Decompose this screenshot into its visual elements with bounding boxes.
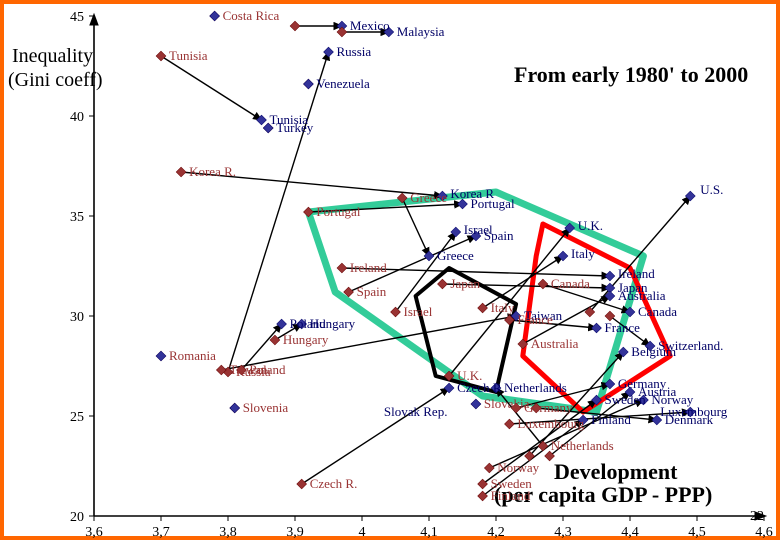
label-early: Netherlands — [551, 438, 614, 453]
label-early: Korea R. — [189, 164, 236, 179]
label-early: Tunisia — [169, 48, 208, 63]
page-number: 22 — [750, 509, 764, 524]
point-early — [337, 27, 347, 37]
label-late: U.K. — [578, 218, 603, 233]
label-late: Denmark — [665, 412, 714, 427]
label-late: Canada — [638, 304, 677, 319]
label-early: France — [517, 312, 553, 327]
label-late: Venezuela — [316, 76, 370, 91]
y-axis-title-2: (Gini coeff) — [8, 69, 103, 91]
period-title: From early 1980' to 2000 — [514, 62, 748, 87]
label-late: Portugal — [471, 196, 515, 211]
x-tick-label: 3,8 — [219, 525, 237, 540]
y-tick-label: 45 — [70, 10, 84, 25]
x-axis-title-1: Development — [554, 459, 678, 484]
point-early — [538, 279, 548, 289]
label-late: Slovak Rep. — [384, 404, 448, 419]
x-tick-label: 4 — [359, 525, 366, 540]
point-early — [478, 479, 488, 489]
label-early: Slovakia — [484, 396, 530, 411]
point-early — [156, 51, 166, 61]
point-early — [176, 167, 186, 177]
label-early: Czech R. — [310, 476, 358, 491]
label-early: Norway — [497, 460, 539, 475]
point-late — [156, 351, 166, 361]
point-early — [484, 463, 494, 473]
label-late: Netherlands — [504, 380, 567, 395]
point-early — [437, 279, 447, 289]
label-late: Czech R — [457, 380, 502, 395]
label-early: Poland — [249, 362, 286, 377]
y-axis-title-1: Inequality — [12, 45, 93, 67]
point-late — [558, 251, 568, 261]
point-late — [257, 115, 267, 125]
label-early: Greece — [410, 190, 447, 205]
x-tick-label: 4,4 — [621, 525, 639, 540]
y-tick-label: 20 — [70, 510, 84, 525]
x-tick-label: 3,6 — [85, 525, 103, 540]
trajectory-arrow — [161, 56, 262, 120]
point-late — [230, 403, 240, 413]
label-early: Hungary — [283, 332, 329, 347]
label-early: Slovenia — [243, 400, 289, 415]
label-late: Spain — [484, 228, 514, 243]
label-early: Romania — [169, 348, 216, 363]
label-late: Italy — [571, 246, 595, 261]
point-late — [324, 47, 334, 57]
point-early — [337, 263, 347, 273]
label-late: Belgium — [631, 344, 676, 359]
label-early: Germany — [524, 400, 573, 415]
label-early: Australia — [531, 336, 579, 351]
y-tick-label: 35 — [70, 210, 84, 225]
label-late: Turkey — [276, 120, 314, 135]
label-early: Ireland — [350, 260, 387, 275]
label-late: Mexico — [350, 18, 390, 33]
label-late: Russia — [337, 44, 372, 59]
label-late: Poland — [290, 316, 327, 331]
x-tick-label: 3,9 — [286, 525, 304, 540]
y-tick-label: 40 — [70, 110, 84, 125]
label-early: Italy — [491, 300, 515, 315]
point-early — [290, 21, 300, 31]
point-late — [210, 11, 220, 21]
x-tick-label: 4,1 — [420, 525, 438, 540]
label-late: Greece — [437, 248, 474, 263]
point-early — [504, 419, 514, 429]
x-tick-label: 4,3 — [554, 525, 572, 540]
label-early: Finland — [491, 488, 531, 503]
label-early: Canada — [551, 276, 590, 291]
label-early: Luxembourg — [517, 416, 584, 431]
label-early: Israel — [404, 304, 433, 319]
point-late — [592, 323, 602, 333]
y-tick-label: 30 — [70, 310, 84, 325]
label-early: Costa Rica — [223, 8, 280, 23]
x-tick-label: 4,6 — [755, 525, 773, 540]
label-late: Finland — [591, 412, 631, 427]
x-tick-label: 4,5 — [688, 525, 706, 540]
label-late: Sweden — [605, 392, 647, 407]
point-late — [444, 383, 454, 393]
point-late — [605, 271, 615, 281]
point-late — [471, 399, 481, 409]
y-tick-label: 25 — [70, 410, 84, 425]
point-late — [303, 79, 313, 89]
label-early: Japan — [450, 276, 480, 291]
label-late: Ireland — [618, 266, 655, 281]
label-early: Spain — [357, 284, 387, 299]
x-tick-label: 4,2 — [487, 525, 505, 540]
label-late: France — [605, 320, 641, 335]
point-late — [424, 251, 434, 261]
point-early — [478, 303, 488, 313]
label-late: Australia — [618, 288, 666, 303]
label-late: U.S. — [700, 182, 723, 197]
trajectory-arrow — [302, 388, 449, 484]
label-late: Malaysia — [397, 24, 445, 39]
x-tick-label: 3,7 — [152, 525, 170, 540]
label-early: Portugal — [316, 204, 360, 219]
point-early — [297, 479, 307, 489]
